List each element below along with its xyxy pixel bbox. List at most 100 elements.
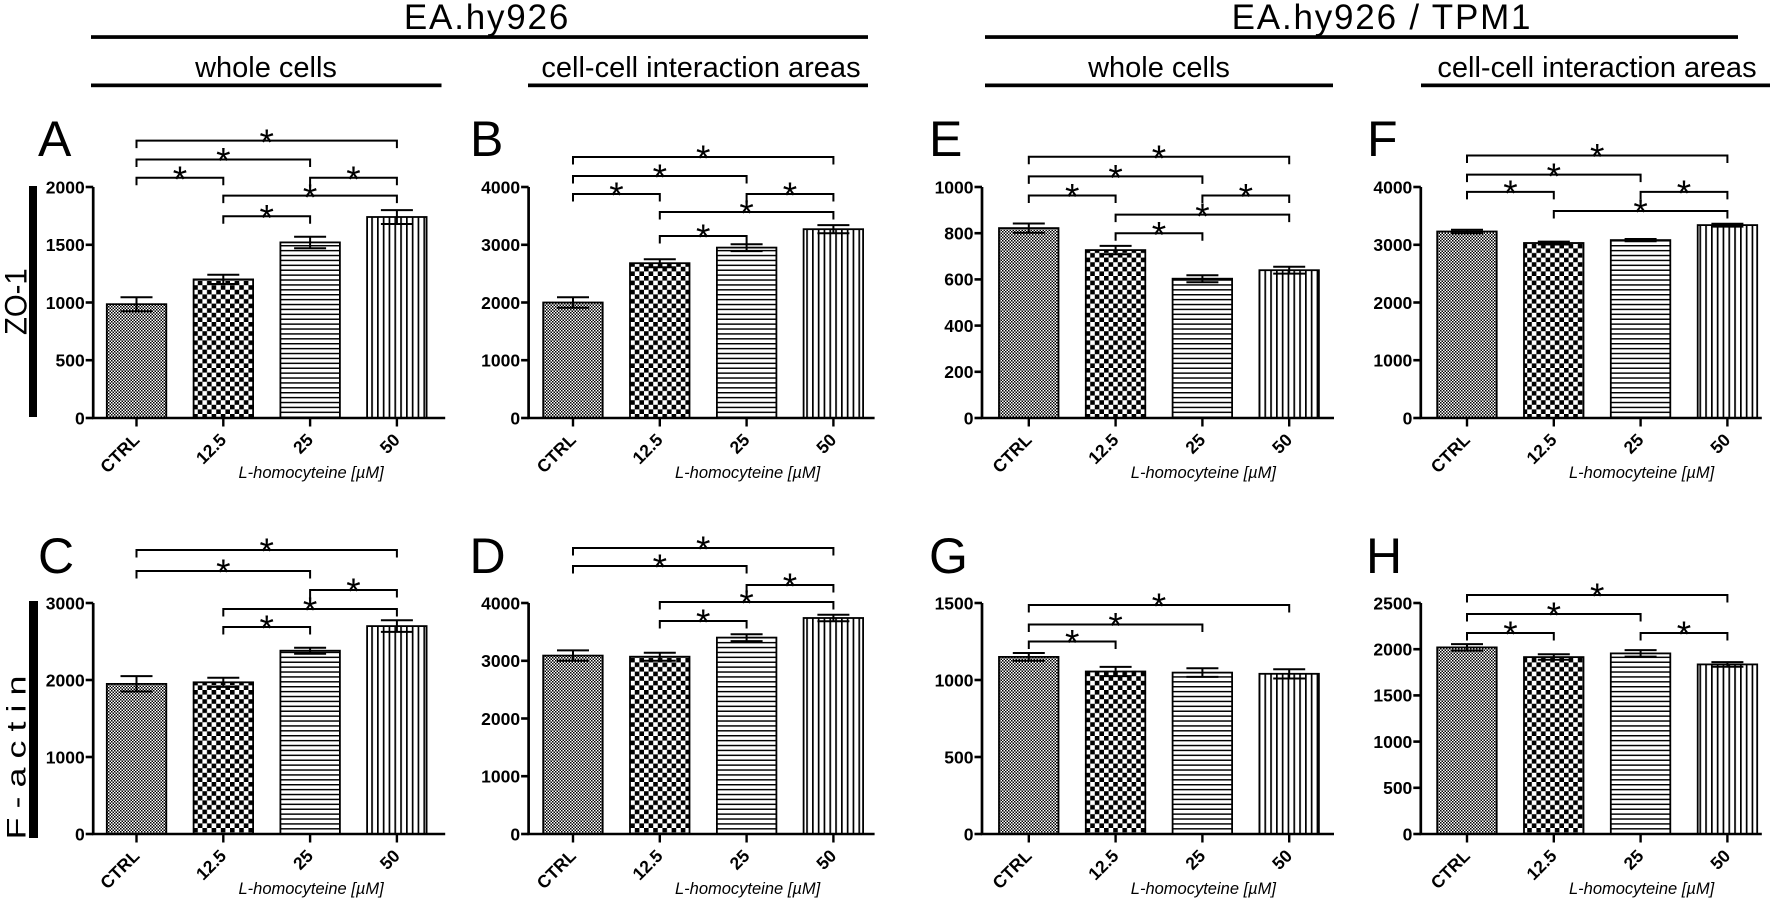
svg-text:*: * — [1152, 214, 1166, 255]
svg-text:*: * — [173, 159, 187, 200]
svg-text:*: * — [1503, 614, 1517, 655]
svg-text:2000: 2000 — [46, 670, 85, 690]
svg-text:*: * — [259, 608, 273, 649]
svg-text:1000: 1000 — [935, 670, 974, 690]
svg-text:*: * — [739, 193, 753, 234]
svg-text:0: 0 — [510, 408, 520, 428]
svg-text:*: * — [783, 566, 797, 607]
svg-text:*: * — [696, 602, 710, 643]
svg-text:0: 0 — [1403, 824, 1413, 844]
svg-text:L-homocyteine [µM]: L-homocyteine [µM] — [238, 880, 384, 898]
svg-text:1500: 1500 — [1373, 686, 1412, 706]
svg-text:500: 500 — [1383, 778, 1412, 798]
svg-text:1000: 1000 — [1373, 351, 1412, 371]
svg-text:1500: 1500 — [935, 593, 974, 613]
svg-text:EA.hy926: EA.hy926 — [404, 0, 570, 37]
svg-text:*: * — [1547, 595, 1561, 636]
svg-text:D: D — [470, 528, 506, 584]
svg-text:*: * — [696, 217, 710, 258]
svg-text:2000: 2000 — [481, 709, 520, 729]
svg-text:*: * — [259, 531, 273, 572]
svg-text:3000: 3000 — [481, 651, 520, 671]
svg-text:*: * — [1108, 606, 1122, 647]
svg-text:200: 200 — [944, 362, 973, 382]
svg-text:0: 0 — [964, 408, 974, 428]
svg-text:1000: 1000 — [935, 177, 974, 197]
svg-text:*: * — [609, 175, 623, 216]
svg-text:1000: 1000 — [46, 747, 85, 767]
svg-text:*: * — [1152, 586, 1166, 627]
svg-text:A: A — [38, 111, 72, 167]
svg-text:L-homocyteine [µM]: L-homocyteine [µM] — [1569, 464, 1715, 482]
svg-text:B: B — [470, 111, 503, 167]
svg-text:400: 400 — [944, 316, 973, 336]
svg-text:2000: 2000 — [1373, 293, 1412, 313]
svg-text:L-homocyteine [µM]: L-homocyteine [µM] — [238, 464, 384, 482]
svg-text:L-homocyteine [µM]: L-homocyteine [µM] — [1131, 464, 1277, 482]
svg-text:2500: 2500 — [1373, 593, 1412, 613]
svg-text:1000: 1000 — [46, 293, 85, 313]
svg-text:0: 0 — [75, 824, 85, 844]
svg-text:2000: 2000 — [46, 177, 85, 197]
svg-text:*: * — [1547, 156, 1561, 197]
svg-text:*: * — [346, 159, 360, 200]
svg-text:*: * — [653, 547, 667, 588]
svg-text:800: 800 — [944, 224, 973, 244]
svg-text:600: 600 — [944, 270, 973, 290]
svg-text:0: 0 — [510, 824, 520, 844]
svg-text:*: * — [1065, 177, 1079, 218]
svg-text:*: * — [783, 175, 797, 216]
svg-text:3000: 3000 — [46, 593, 85, 613]
svg-text:0: 0 — [75, 408, 85, 428]
svg-text:ZO-1: ZO-1 — [0, 268, 34, 335]
svg-text:G: G — [929, 528, 968, 584]
svg-text:2000: 2000 — [1373, 640, 1412, 660]
svg-text:L-homocyteine [µM]: L-homocyteine [µM] — [1131, 880, 1277, 898]
svg-text:*: * — [216, 552, 230, 593]
svg-text:cell-cell interaction areas: cell-cell interaction areas — [541, 52, 860, 84]
svg-text:*: * — [1195, 196, 1209, 237]
svg-text:cell-cell interaction areas: cell-cell interaction areas — [1437, 52, 1756, 84]
svg-text:1000: 1000 — [481, 351, 520, 371]
svg-text:4000: 4000 — [481, 593, 520, 613]
svg-text:4000: 4000 — [481, 177, 520, 197]
svg-text:0: 0 — [1403, 408, 1413, 428]
svg-text:E: E — [929, 111, 962, 167]
svg-text:3000: 3000 — [481, 235, 520, 255]
svg-text:whole cells: whole cells — [1087, 52, 1230, 84]
svg-text:2000: 2000 — [481, 293, 520, 313]
svg-text:3000: 3000 — [1373, 235, 1412, 255]
svg-text:*: * — [216, 141, 230, 182]
svg-text:L-homocyteine [µM]: L-homocyteine [µM] — [675, 464, 821, 482]
svg-text:4000: 4000 — [1373, 177, 1412, 197]
svg-text:*: * — [1590, 137, 1604, 178]
svg-text:*: * — [1239, 177, 1253, 218]
svg-text:*: * — [653, 157, 667, 198]
svg-text:*: * — [696, 138, 710, 179]
svg-text:L-homocyteine [µM]: L-homocyteine [µM] — [675, 880, 821, 898]
svg-text:*: * — [1108, 158, 1122, 199]
svg-text:*: * — [346, 571, 360, 612]
svg-text:*: * — [303, 590, 317, 631]
svg-text:0: 0 — [964, 824, 974, 844]
svg-text:*: * — [259, 198, 273, 239]
svg-text:EA.hy926 / TPM1: EA.hy926 / TPM1 — [1232, 0, 1533, 37]
svg-text:F: F — [1367, 111, 1398, 167]
svg-text:C: C — [38, 528, 74, 584]
svg-text:L-homocyteine [µM]: L-homocyteine [µM] — [1569, 880, 1715, 898]
svg-text:*: * — [1633, 192, 1647, 233]
svg-text:*: * — [696, 529, 710, 570]
svg-text:*: * — [1677, 614, 1691, 655]
svg-text:1000: 1000 — [1373, 732, 1412, 752]
svg-text:*: * — [1152, 138, 1166, 179]
svg-text:whole cells: whole cells — [194, 52, 337, 84]
svg-text:500: 500 — [944, 747, 973, 767]
svg-text:*: * — [739, 583, 753, 624]
svg-text:1000: 1000 — [481, 767, 520, 787]
svg-text:*: * — [1065, 623, 1079, 664]
svg-text:1500: 1500 — [46, 235, 85, 255]
svg-text:F-actin: F-actin — [1, 667, 32, 840]
svg-text:*: * — [259, 122, 273, 163]
svg-text:*: * — [1590, 576, 1604, 617]
svg-text:*: * — [303, 177, 317, 218]
